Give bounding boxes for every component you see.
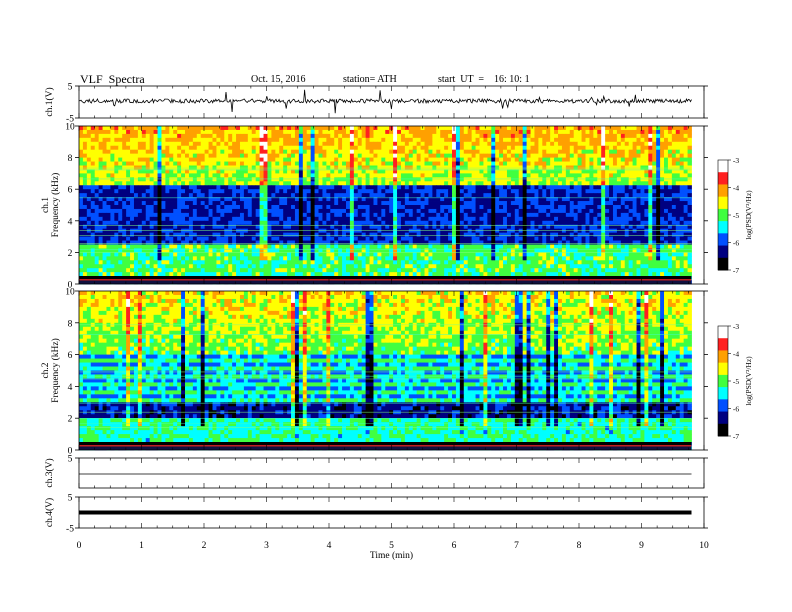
ch1-colorbar-segment [718,257,728,271]
ch2s-ytick-label: 2 [68,415,73,425]
xtick-label: 7 [514,541,519,551]
xtick-label: 1 [139,541,144,551]
xtick-label: 8 [577,541,582,551]
ch1-colorbar-tick-label: -6 [733,239,739,248]
ch2s-frequency-label: Frequency (kHz) [50,338,61,403]
xtick-label: 9 [639,541,644,551]
ch4v-ytick-label: -5 [66,525,74,535]
ch2-colorbar-tick-label: -5 [733,377,739,386]
ch2-colorbar-segment [718,423,728,437]
ch1s-ytick-label: 8 [68,154,73,164]
ch2-colorbar-segment [718,326,728,339]
ch1v-trace-line [78,89,692,114]
x-axis-label: Time (min) [370,550,413,561]
ch1s-ytick-label: 10 [65,123,75,133]
ch1-colorbar-label: log(PSD(V²/Hz) [744,190,753,240]
ch1-spectrogram-image [79,126,692,285]
ch2-colorbar-tick-label: -3 [733,322,739,331]
ch2-colorbar-segment [718,411,728,425]
xtick-label: 0 [77,541,82,551]
ch2-colorbar-segment [718,362,728,376]
ch2-colorbar-segment [718,387,728,400]
start-time-label: start UT = 16: 10: 1 [438,74,530,85]
ch2s-channel-label: ch.2 [41,362,51,378]
xtick-label: 10 [699,541,709,551]
ch1v-channel-label: ch.1(V) [44,87,55,116]
ch1s-channel-label: ch.1 [41,197,51,213]
ch1s-ytick-label: 4 [68,217,73,227]
chart-title: VLF Spectra [80,72,145,86]
ch2-colorbar-tick-label: -6 [733,405,739,414]
ch1s-frequency-label: Frequency (kHz) [50,173,61,238]
xtick-label: 2 [202,541,207,551]
ch1-colorbar-segment [718,245,728,259]
ch2-colorbar-segment [718,350,728,364]
xtick-label: 5 [389,541,394,551]
ch2-colorbar-segment [718,338,728,351]
station-label: station= ATH [343,74,397,85]
ch1v-ytick-label: -5 [66,115,74,125]
ch1-colorbar-segment [718,196,728,210]
ch2s-ytick-label: 0 [68,447,73,457]
ch3v-ytick-label: 5 [68,455,73,465]
ch1-colorbar-segment [718,233,728,247]
ch2s-ytick-label: 8 [68,319,73,329]
ch1-colorbar-tick-label: -5 [733,211,739,220]
ch1-colorbar-segment [718,221,728,234]
ch2s-ytick-label: 6 [68,351,73,361]
ch1-colorbar-segment [718,208,728,222]
ch1-colorbar-segment [718,172,728,185]
xtick-label: 6 [452,541,457,551]
date-label: Oct. 15, 2016 [251,74,306,85]
ch1s-ytick-label: 6 [68,186,73,196]
ch2-colorbar-tick-label: -7 [733,432,739,441]
ch3v-channel-label: ch.3(V) [44,458,55,487]
ch2-colorbar-segment [718,399,728,413]
ch1v-ytick-label: 5 [68,83,73,93]
ch2s-ytick-label: 4 [68,383,73,393]
ch1-colorbar-segment [718,184,728,198]
ch1-colorbar-tick-label: -3 [733,156,739,165]
ch2s-ytick-label: 10 [65,288,75,298]
xtick-label: 3 [264,541,269,551]
ch2-colorbar-label: log(PSD(V²/Hz) [744,356,753,406]
ch2-colorbar-tick-label: -4 [733,350,739,359]
ch2-colorbar-segment [718,374,728,388]
ch1s-ytick-label: 2 [68,249,73,259]
ch4v-ytick-label: 5 [68,494,73,504]
xtick-label: 4 [327,541,332,551]
ch1-colorbar-segment [718,160,728,173]
ch1s-ytick-label: 0 [68,281,73,291]
ch1-colorbar-tick-label: -4 [733,184,739,193]
ch4v-channel-label: ch.4(V) [44,498,55,527]
ch2-spectrogram-image [79,291,692,451]
ch1-colorbar-tick-label: -7 [733,266,739,275]
